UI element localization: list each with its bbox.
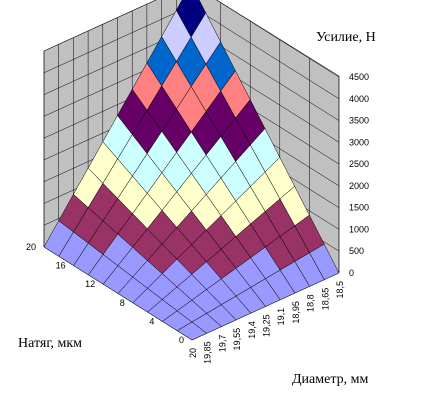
x-tick-label: 18,65 <box>320 288 330 311</box>
x-tick-label: 18,5 <box>335 281 345 299</box>
y-tick-label: 4 <box>149 316 154 326</box>
z-tick-label: 3000 <box>349 137 369 147</box>
y-tick-label: 0 <box>179 335 184 345</box>
z-tick-label: 1500 <box>349 203 369 213</box>
y-tick-label: 8 <box>120 298 125 308</box>
z-tick-label: 500 <box>349 246 364 256</box>
surface-patch <box>176 321 208 341</box>
z-axis-title: Усилие, Н <box>316 30 376 45</box>
x-tick-label: 19,1 <box>276 308 286 326</box>
chart-surface <box>43 0 340 341</box>
y-tick-label: 20 <box>26 242 36 252</box>
z-tick-label: 1000 <box>349 224 369 234</box>
y-tick-label: 12 <box>85 279 95 289</box>
x-tick-label: 19,7 <box>217 335 227 353</box>
x-tick-label: 20 <box>188 348 198 358</box>
y-tick-label: 16 <box>56 261 66 271</box>
z-tick-label: 4500 <box>349 72 369 82</box>
x-tick-label: 19,85 <box>203 341 213 364</box>
x-tick-label: 18,8 <box>306 294 316 312</box>
x-tick-label: 19,4 <box>247 321 257 339</box>
x-tick-label: 18,95 <box>291 301 301 324</box>
x-axis-title: Диаметр, мм <box>292 372 368 387</box>
x-tick-label: 19,25 <box>262 315 272 338</box>
z-tick-label: 2500 <box>349 159 369 169</box>
z-tick-label: 0 <box>349 268 354 278</box>
z-tick-label: 3500 <box>349 116 369 126</box>
y-axis-title: Натяг, мкм <box>18 336 82 351</box>
z-tick-label: 4000 <box>349 94 369 104</box>
wall-gridline <box>43 0 340 78</box>
chart-ticks: 0 500 1000 1500 2000 2500 3000 3500 4000 4500 0 4 8 1… <box>26 72 369 364</box>
z-tick-label: 2000 <box>349 181 369 191</box>
x-tick-label: 19,55 <box>232 328 242 351</box>
